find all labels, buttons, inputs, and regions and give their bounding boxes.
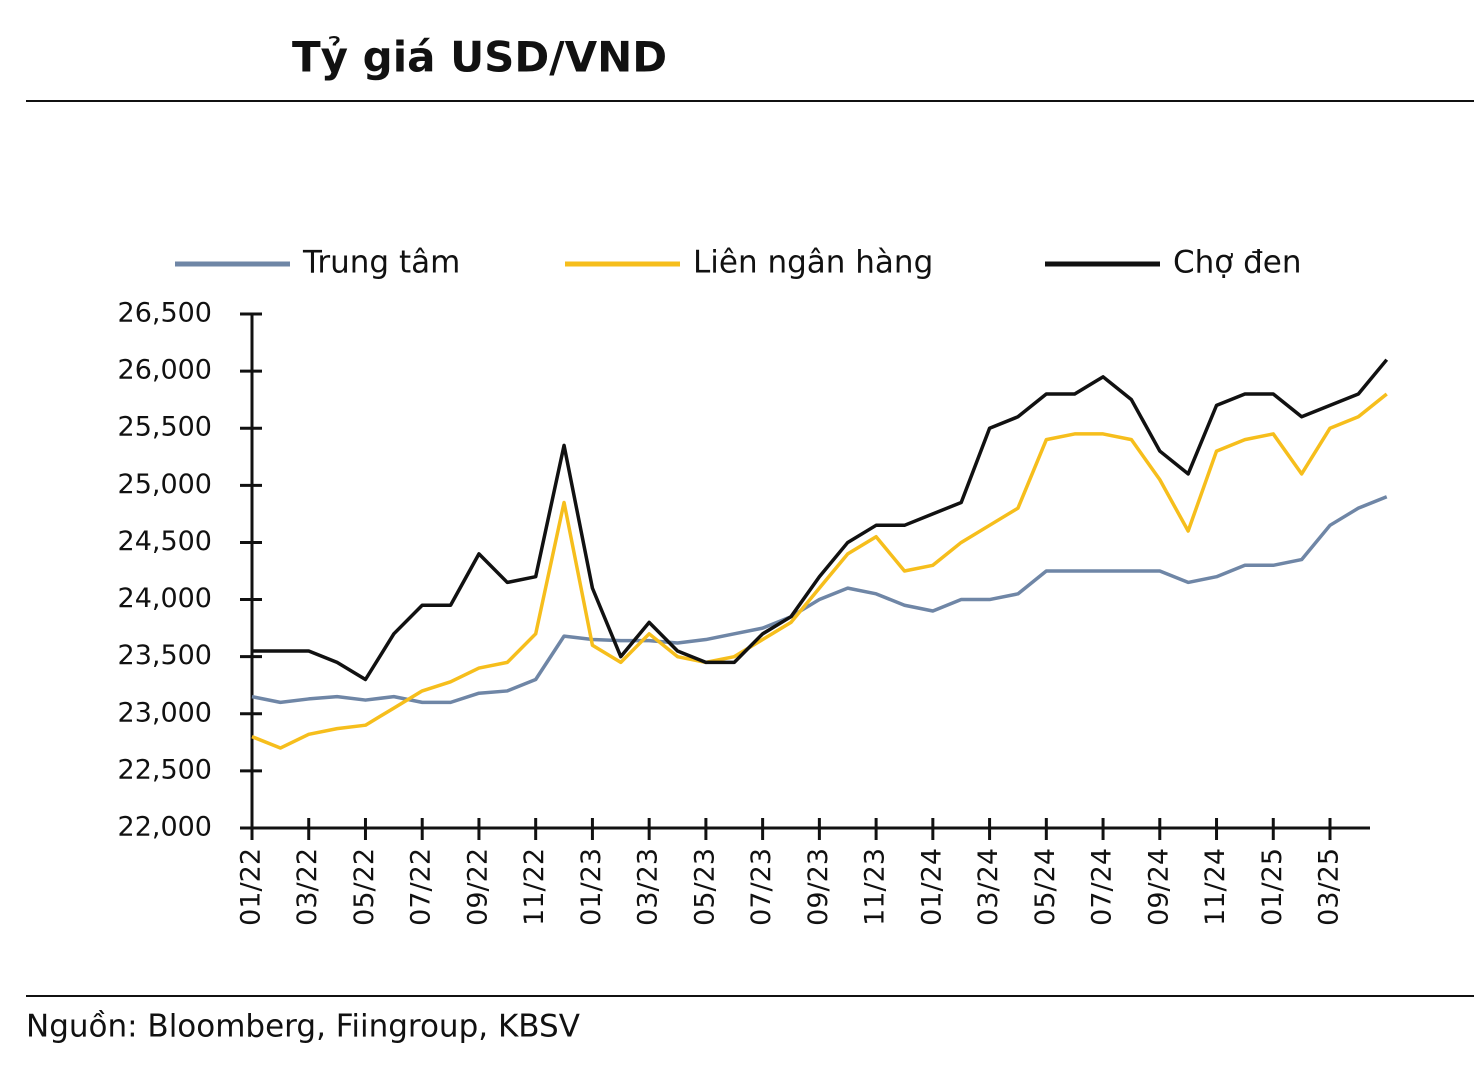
x-tick-label: 01/23 [576,848,607,926]
x-tick-label: 05/24 [1030,848,1061,926]
y-tick-label: 24,000 [118,583,212,614]
x-tick-label: 11/24 [1200,848,1231,926]
legend-label: Chợ đen [1173,245,1302,281]
y-tick-label: 24,500 [118,526,212,557]
y-tick-label: 26,500 [118,298,212,329]
x-tick-label: 09/24 [1143,848,1174,926]
x-tick-label: 11/23 [860,848,891,926]
y-tick-label: 25,500 [118,412,212,443]
chart-title: Tỷ giá USD/VND [292,33,667,82]
x-tick-label: 03/25 [1314,848,1345,926]
x-tick-label: 11/22 [519,848,550,926]
y-tick-label: 22,500 [118,754,212,785]
x-tick-label: 09/23 [803,848,834,926]
x-tick-label: 07/24 [1087,848,1118,926]
series-line [251,392,1388,750]
x-tick-label: 09/22 [462,848,493,926]
y-tick-label: 23,000 [118,697,212,728]
x-tick-label: 01/24 [916,848,947,926]
x-tick-label: 01/22 [236,848,267,926]
x-tick-label: 07/23 [746,848,777,926]
x-tick-label: 03/22 [292,848,323,926]
legend-label: Liên ngân hàng [693,245,933,281]
x-tick-label: 05/23 [689,848,720,926]
source-note: Nguồn: Bloomberg, Fiingroup, KBSV [26,1009,580,1045]
y-tick-label: 23,500 [118,640,212,671]
y-tick-label: 22,000 [118,812,212,843]
x-tick-label: 03/23 [633,848,664,926]
x-tick-label: 01/25 [1257,848,1288,926]
legend-label: Trung tâm [302,245,460,281]
series-line [252,358,1389,682]
y-tick-label: 25,000 [118,469,212,500]
x-tick-label: 03/24 [973,848,1004,926]
x-tick-label: 05/22 [349,848,380,926]
y-tick-label: 26,000 [118,355,212,386]
x-tick-label: 07/22 [406,848,437,926]
series-line [251,495,1388,705]
